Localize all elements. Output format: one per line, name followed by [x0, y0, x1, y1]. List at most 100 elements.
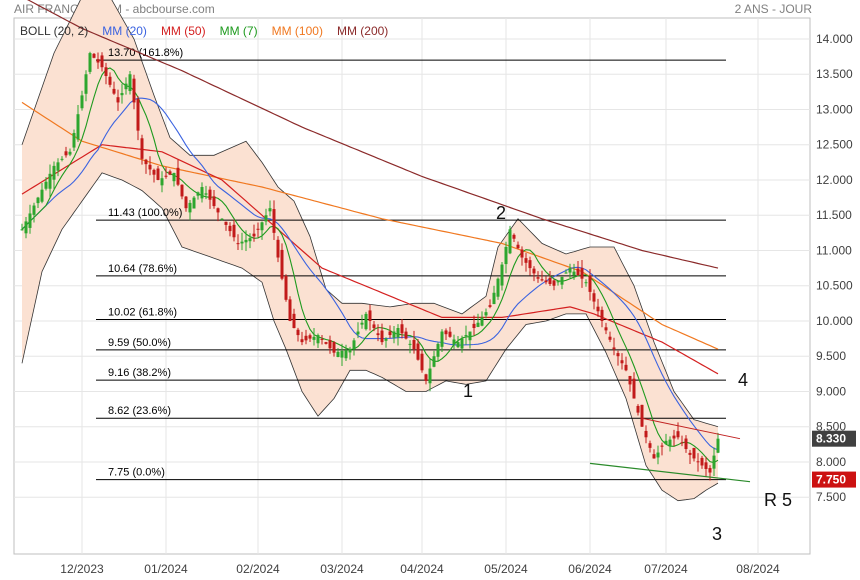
- candle-body: [148, 164, 152, 170]
- candle-body: [312, 336, 316, 340]
- candle-body: [296, 329, 300, 336]
- candle-body: [156, 168, 160, 180]
- candle-body: [164, 175, 168, 177]
- candle-body: [560, 276, 564, 285]
- candle-body: [452, 339, 456, 345]
- candle-body: [328, 340, 332, 349]
- candle-body: [240, 241, 244, 244]
- candle-body: [108, 76, 112, 85]
- candle-body: [440, 331, 444, 347]
- x-tick-label: 02/2024: [236, 562, 280, 576]
- candle-body: [508, 229, 512, 254]
- x-tick-label: 04/2024: [400, 562, 444, 576]
- candle-body: [668, 439, 672, 447]
- candle-body: [68, 151, 72, 155]
- candle-body: [20, 229, 24, 231]
- candle-body: [552, 280, 556, 286]
- candle-body: [400, 324, 404, 334]
- y-tick-label: 7.500: [816, 490, 846, 504]
- support-price-text: 7.750: [816, 473, 846, 487]
- candle-body: [420, 353, 424, 371]
- candle-body: [320, 338, 324, 340]
- candle-body: [228, 225, 232, 232]
- candle-body: [216, 208, 220, 213]
- candle-body: [620, 360, 624, 364]
- candle-body: [472, 323, 476, 329]
- candle-body: [592, 293, 596, 302]
- candle-body: [88, 53, 92, 72]
- candle-body: [580, 267, 584, 279]
- y-tick-label: 11.000: [816, 243, 852, 257]
- candle-body: [140, 138, 144, 159]
- candle-body: [652, 454, 656, 459]
- candle-body: [44, 181, 48, 189]
- candle-body: [192, 197, 196, 209]
- candle-body: [488, 305, 492, 307]
- candle-body: [288, 299, 292, 321]
- candle-body: [464, 335, 468, 337]
- candle-body: [84, 74, 88, 94]
- candle-body: [416, 343, 420, 360]
- candle-body: [436, 343, 440, 357]
- candle-body: [272, 209, 276, 233]
- candle-body: [308, 335, 312, 339]
- candle-body: [56, 162, 60, 171]
- candle-body: [36, 197, 40, 204]
- y-tick-label: 9.000: [816, 384, 846, 398]
- candle-body: [700, 457, 704, 466]
- candle-body: [404, 331, 408, 339]
- candle-body: [616, 353, 620, 357]
- candle-body: [660, 445, 664, 447]
- fib-level-label: 9.16 (38.2%): [108, 367, 171, 379]
- candle-body: [396, 328, 400, 338]
- candle-body: [544, 280, 548, 283]
- candle-body: [480, 317, 484, 326]
- support-trendline: [589, 462, 751, 483]
- candle-body: [136, 98, 140, 131]
- x-tick-label: 06/2024: [568, 562, 612, 576]
- candle-body: [460, 338, 464, 349]
- candle-body: [48, 173, 52, 189]
- candle-body: [648, 443, 652, 448]
- legend-mm20: MM (20): [102, 24, 147, 38]
- candle-body: [64, 151, 68, 156]
- mm200-line: [26, 0, 719, 269]
- candle-body: [596, 306, 600, 312]
- candle-body: [300, 339, 304, 343]
- x-tick-label: 01/2024: [144, 562, 188, 576]
- candle-body: [644, 430, 648, 438]
- candle-body: [348, 349, 352, 353]
- candle-body: [676, 431, 680, 438]
- candle-body: [704, 462, 708, 470]
- candle-body: [640, 404, 644, 427]
- fib-level-label: 11.43 (100.0%): [108, 207, 182, 219]
- candle-body: [604, 327, 608, 331]
- candle-body: [248, 238, 252, 242]
- y-tick-label: 13.500: [816, 67, 853, 81]
- candle-body: [428, 368, 432, 384]
- resistance-trendline: [641, 417, 741, 440]
- candle-body: [684, 438, 688, 450]
- candle-body: [224, 221, 228, 225]
- candle-body: [120, 93, 124, 96]
- candle-body: [504, 246, 508, 265]
- candle-body: [408, 343, 412, 345]
- candle-body: [568, 268, 572, 273]
- candle-body: [104, 67, 108, 77]
- candle-body: [476, 322, 480, 327]
- candle-body: [388, 331, 392, 336]
- fib-level-label: 13.70 (161.8%): [108, 47, 183, 59]
- candle-body: [204, 193, 208, 195]
- candle-body: [276, 239, 280, 258]
- fib-level-label: 10.02 (61.8%): [108, 307, 177, 319]
- candle-body: [456, 342, 460, 348]
- candle-body: [32, 205, 36, 215]
- mm100-line: [21, 101, 719, 350]
- candle-body: [284, 275, 288, 300]
- candle-body: [340, 350, 344, 358]
- candle-body: [524, 258, 528, 263]
- candle-body: [252, 233, 256, 237]
- candle-body: [584, 282, 588, 284]
- candle-body: [716, 438, 720, 453]
